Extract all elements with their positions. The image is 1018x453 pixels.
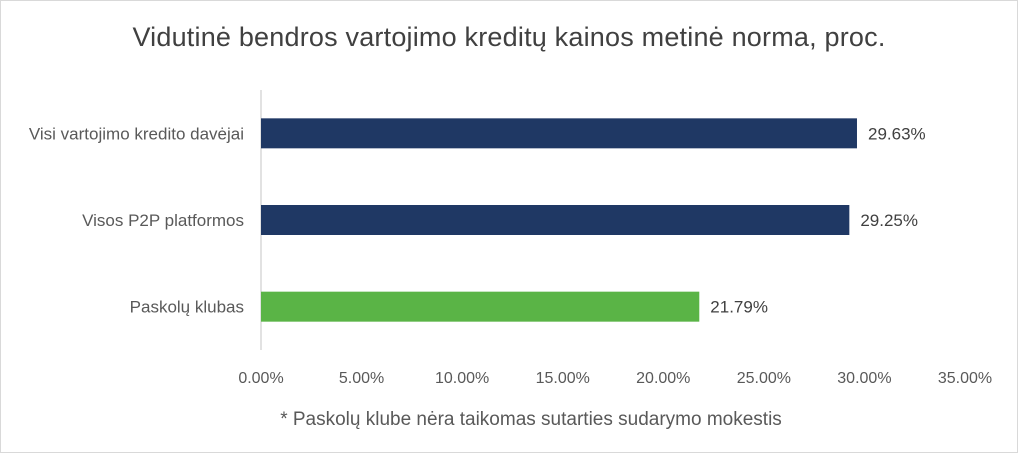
x-tick-label: 5.00% [339, 370, 384, 387]
x-tick-label: 25.00% [737, 370, 791, 387]
bar [261, 291, 700, 322]
x-tick-label: 15.00% [536, 370, 590, 387]
data-label: 29.63% [868, 124, 926, 143]
category-label: Visi vartojimo kredito davėjai [29, 124, 244, 143]
bar [261, 205, 850, 235]
data-label: 29.25% [860, 211, 918, 230]
x-tick-label: 20.00% [636, 370, 690, 387]
bar [261, 118, 857, 149]
x-tick-label: 0.00% [238, 370, 283, 387]
x-tick-label: 10.00% [435, 370, 489, 387]
category-label: Visos P2P platformos [82, 211, 244, 230]
chart-title: Vidutinė bendros vartojimo kreditų kaino… [132, 22, 886, 52]
x-tick-label: 35.00% [938, 370, 992, 387]
chart-footnote: * Paskolų klube nėra taikomas sutarties … [280, 409, 782, 430]
category-label: Paskolų klubas [130, 298, 244, 317]
data-label: 21.79% [710, 298, 768, 317]
x-tick-label: 30.00% [837, 370, 891, 387]
